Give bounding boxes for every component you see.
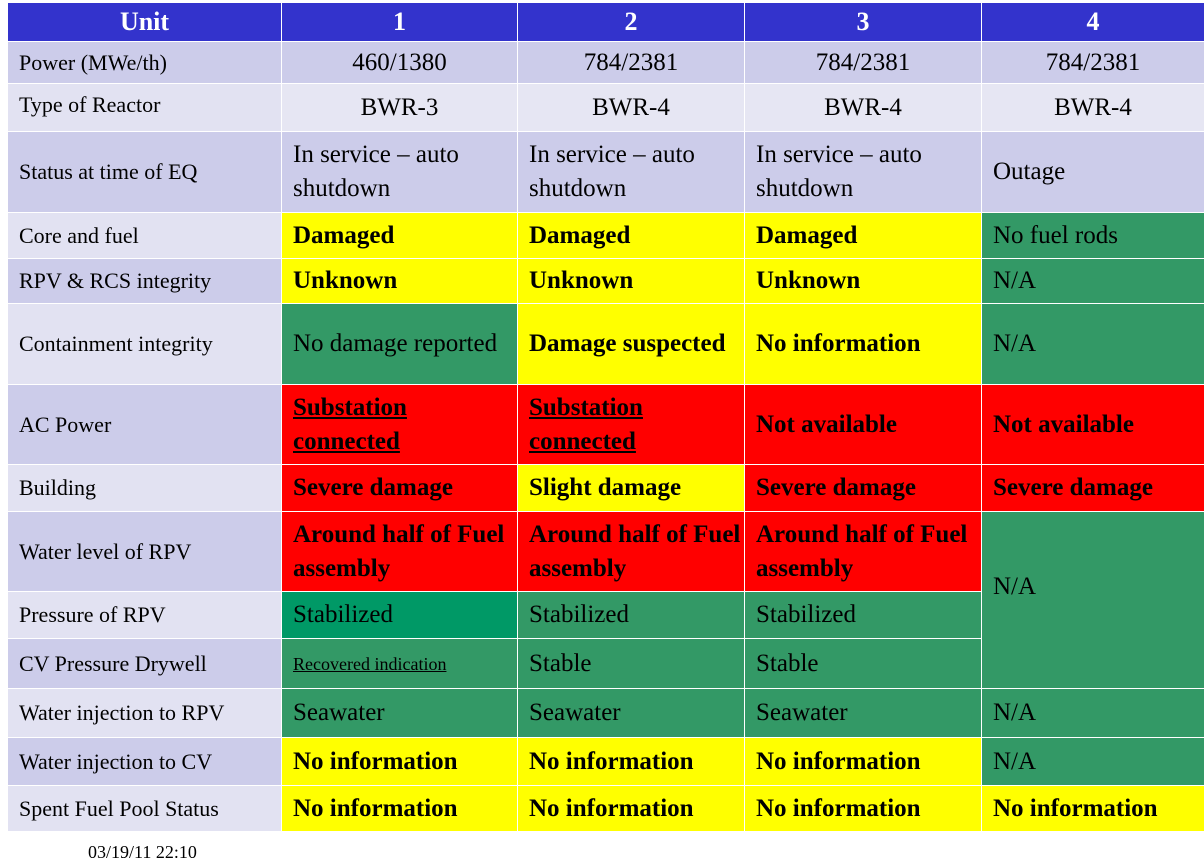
table-cell: Damaged: [281, 212, 518, 259]
table-cell: Stabilized: [517, 591, 745, 639]
table-cell: No fuel rods: [981, 212, 1204, 259]
table-cell: N/A: [981, 303, 1204, 385]
table-cell: 460/1380: [281, 41, 518, 84]
table-cell: No information: [517, 785, 745, 832]
table-cell: Outage: [981, 131, 1204, 213]
table-row: Water injection to RPV Seawater Seawater…: [7, 688, 1204, 738]
header-unit-1: 1: [281, 2, 518, 42]
row-label: Spent Fuel Pool Status: [7, 785, 282, 832]
table-cell: Recovered indication: [281, 638, 518, 689]
table-cell: N/A: [981, 511, 1204, 689]
table-cell: No information: [517, 737, 745, 786]
table-cell: Seawater: [744, 688, 982, 738]
table-row: Water level of RPV Around half of Fuel a…: [7, 511, 1204, 689]
table-row: Building Severe damage Slight damage Sev…: [7, 464, 1204, 512]
row-label: Status at time of EQ: [7, 131, 282, 213]
table-cell: Seawater: [281, 688, 518, 738]
table-row: CV Pressure Drywell Recovered indication…: [7, 638, 1204, 689]
table-cell: In service – auto shutdown: [281, 131, 518, 213]
header-unit: Unit: [7, 2, 282, 42]
table-cell: Severe damage: [281, 464, 518, 512]
table-cell: Slight damage: [517, 464, 745, 512]
table-cell: 784/2381: [517, 41, 745, 84]
row-label: Water injection to CV: [7, 737, 282, 786]
table-cell: BWR-4: [981, 83, 1204, 132]
table-cell: Unknown: [281, 258, 518, 304]
table-cell: Stable: [744, 638, 982, 689]
table-cell: Substation connected: [517, 384, 745, 465]
table-cell: No information: [744, 737, 982, 786]
table-cell: N/A: [981, 737, 1204, 786]
status-table: Unit 1 2 3 4 Power (MWe/th) 460/1380 784…: [7, 2, 1204, 832]
table-row: Power (MWe/th) 460/1380 784/2381 784/238…: [7, 41, 1204, 84]
table-cell: BWR-4: [744, 83, 982, 132]
table-cell: Stabilized: [744, 591, 982, 639]
row-label: RPV & RCS integrity: [7, 258, 282, 304]
row-label: Containment integrity: [7, 303, 282, 385]
header-row: Unit 1 2 3 4: [7, 2, 1204, 42]
table-cell: Around half of Fuel assembly: [281, 511, 518, 592]
table-cell: No damage reported: [281, 303, 518, 385]
table-row: Type of Reactor BWR-3 BWR-4 BWR-4 BWR-4: [7, 83, 1204, 132]
table-cell: N/A: [981, 258, 1204, 304]
row-label: CV Pressure Drywell: [7, 638, 282, 689]
table-cell: 784/2381: [981, 41, 1204, 84]
table-cell: Substation connected: [281, 384, 518, 465]
table-cell: BWR-3: [281, 83, 518, 132]
row-label: AC Power: [7, 384, 282, 465]
table-cell: No information: [281, 785, 518, 832]
timestamp: 03/19/11 22:10: [88, 842, 197, 862]
row-label: Core and fuel: [7, 212, 282, 259]
row-label: Building: [7, 464, 282, 512]
table-cell: Severe damage: [744, 464, 982, 512]
table-row: Containment integrity No damage reported…: [7, 303, 1204, 385]
table-cell: Around half of Fuel assembly: [744, 511, 982, 592]
table-cell: 784/2381: [744, 41, 982, 84]
table-cell: Damaged: [744, 212, 982, 259]
table-cell: BWR-4: [517, 83, 745, 132]
table-row: RPV & RCS integrity Unknown Unknown Unkn…: [7, 258, 1204, 304]
table-row: Water injection to CV No information No …: [7, 737, 1204, 786]
table-cell: Around half of Fuel assembly: [517, 511, 745, 592]
table-cell: Not available: [744, 384, 982, 465]
table-cell: Stabilized: [281, 591, 518, 639]
table-row: Status at time of EQ In service – auto s…: [7, 131, 1204, 213]
table-cell: Unknown: [517, 258, 745, 304]
table-row: Core and fuel Damaged Damaged Damaged No…: [7, 212, 1204, 259]
row-label: Water level of RPV: [7, 511, 282, 592]
table-cell: Seawater: [517, 688, 745, 738]
table-row: AC Power Substation connected Substation…: [7, 384, 1204, 465]
row-label: Power (MWe/th): [7, 41, 282, 84]
table-cell: Unknown: [744, 258, 982, 304]
table-row: Spent Fuel Pool Status No information No…: [7, 785, 1204, 832]
table-cell: In service – auto shutdown: [744, 131, 982, 213]
table-cell: Severe damage: [981, 464, 1204, 512]
table-row: Pressure of RPV Stabilized Stabilized St…: [7, 591, 1204, 639]
row-label: Type of Reactor: [7, 83, 282, 132]
table-cell: N/A: [981, 688, 1204, 738]
header-unit-4: 4: [981, 2, 1204, 42]
table-cell: Stable: [517, 638, 745, 689]
header-unit-3: 3: [744, 2, 982, 42]
table-cell: No information: [744, 303, 982, 385]
table-cell: No information: [744, 785, 982, 832]
table-cell: Not available: [981, 384, 1204, 465]
header-unit-2: 2: [517, 2, 745, 42]
table-cell: Damaged: [517, 212, 745, 259]
table-cell: In service – auto shutdown: [517, 131, 745, 213]
table-cell: Damage suspected: [517, 303, 745, 385]
row-label: Pressure of RPV: [7, 591, 282, 639]
table-cell: No information: [981, 785, 1204, 832]
row-label: Water injection to RPV: [7, 688, 282, 738]
table-cell: No information: [281, 737, 518, 786]
